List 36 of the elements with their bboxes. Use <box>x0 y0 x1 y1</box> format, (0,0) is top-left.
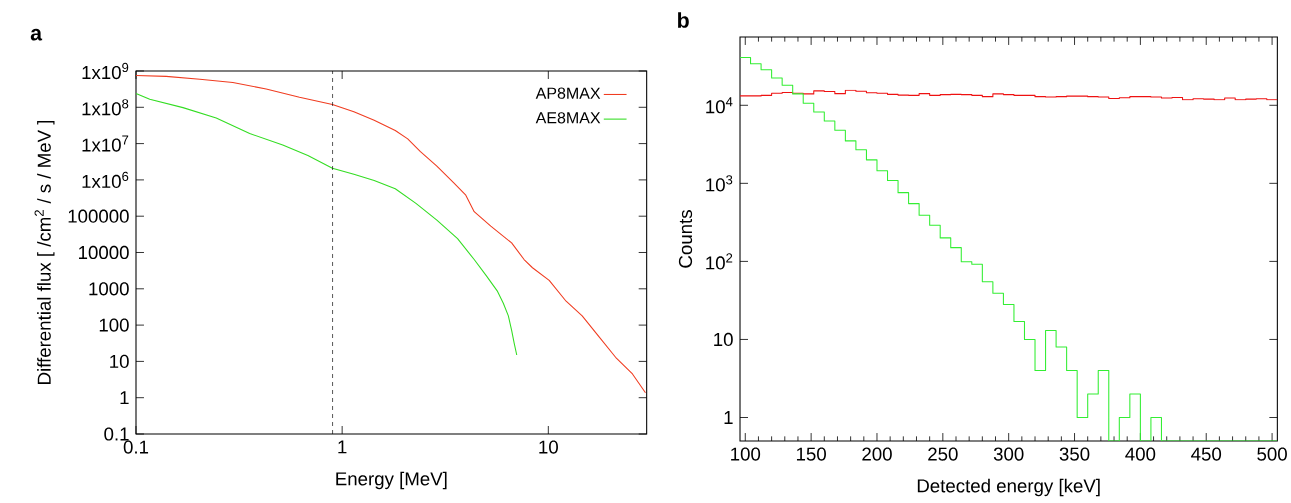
y-tick-label: 0.1 <box>104 427 129 441</box>
x-tick-label: 200 <box>862 447 892 461</box>
y-tick-label: 100 <box>99 318 129 332</box>
y-tick-label: 1x10$^{7}$ <box>82 135 129 152</box>
x-tick-label: 300 <box>993 447 1024 461</box>
y-tick-label: 100000 <box>68 209 129 223</box>
y-tick-label: 10000 <box>79 245 129 260</box>
chart-title: a <box>30 28 43 41</box>
y-tick-label: 1000 <box>89 282 129 296</box>
x-tick-label: 450 <box>1191 447 1222 461</box>
y-tick-label: 10$^{3}$ <box>706 175 733 192</box>
x-tick-label: 350 <box>1059 447 1090 461</box>
x-tick-label: 10 <box>539 440 558 454</box>
y-tick-label: 1 <box>724 411 733 424</box>
x-tick-label: 100 <box>731 447 761 461</box>
y-tick-label: 1x10$^{9}$ <box>82 62 129 80</box>
x-tick-label: 1 <box>338 440 347 454</box>
y-tick-label: 1 <box>120 391 129 405</box>
legend-label: AE8MAX <box>535 112 601 124</box>
x-tick-label: 0.1 <box>123 440 149 454</box>
x-tick-label: 150 <box>796 447 826 461</box>
x-tick-label: 250 <box>928 447 958 461</box>
y-axis-title: Differential flux [ /cm$^{2}$ / s / MeV ] <box>34 120 55 384</box>
y-tick-label: 1x10$^{8}$ <box>82 99 129 116</box>
y-tick-label: 10 <box>110 354 129 369</box>
y-tick-label: 10$^{4}$ <box>706 97 733 114</box>
x-axis-title: Energy [MeV] <box>336 471 447 490</box>
y-tick-label: 10 <box>714 332 733 347</box>
y-axis-title: Counts <box>678 210 693 268</box>
legend-label: AP8MAX <box>535 87 601 99</box>
x-tick-label: 400 <box>1125 447 1156 461</box>
x-axis-title: Detected energy [keV] <box>917 478 1100 497</box>
y-tick-label: 1x10$^{6}$ <box>82 171 129 189</box>
chart-title: b <box>678 12 689 28</box>
y-tick-label: 10$^{2}$ <box>706 253 733 270</box>
x-tick-label: 500 <box>1257 447 1287 461</box>
